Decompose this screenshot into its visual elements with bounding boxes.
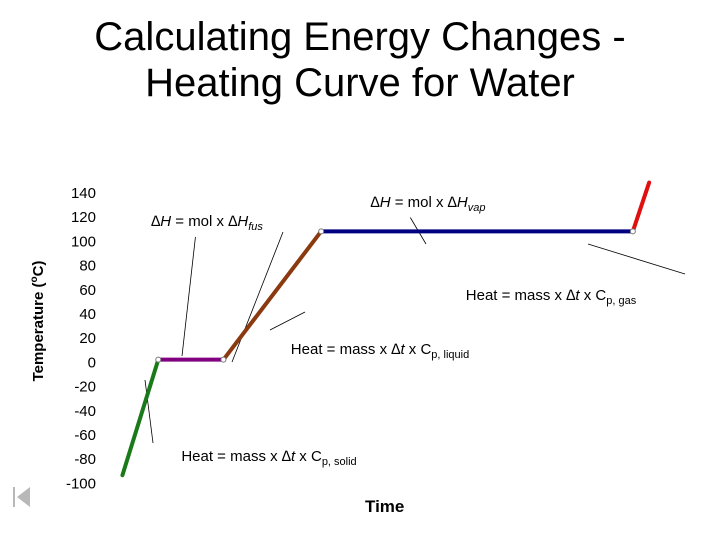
annotation-text: Heat = mass x ∆t x Cp, liquid [291,341,469,361]
annotation-leader-line [587,243,686,275]
x-axis-label: Time [365,497,405,516]
y-tick-label: -40 [74,403,96,420]
annotation-leader-line [144,379,154,444]
annotation-text: Heat = mass x ∆t x Cp, solid [181,448,356,468]
annotation-bubble [117,205,297,237]
curve-segment-gas-heating [630,180,652,234]
annotation-bubble [340,185,520,218]
y-tick-label: -20 [74,379,96,396]
y-tick-label: 0 [88,354,96,371]
title-line-2: Heating Curve for Water [145,61,575,105]
curve-segment-liquid-heating [221,229,324,362]
y-tick-label: 100 [71,233,96,250]
annotation-text: Heat = mass x ∆t x Cp, gas [466,287,637,307]
skip-to-start-icon[interactable] [8,485,34,509]
transition-point [318,228,325,235]
y-tick-label: 140 [71,185,96,202]
y-tick-label: 40 [79,306,96,323]
transition-point [220,356,227,363]
annotation-bubble [430,275,668,313]
y-tick-label: 120 [71,209,96,226]
y-axis-label: Temperature (oC) [29,260,47,382]
y-tick-label: 20 [79,330,96,347]
y-tick-label: 60 [79,282,96,299]
y-tick-label: 80 [79,258,96,275]
annotation-bubble [152,438,388,474]
title-line-1: Calculating Energy Changes - [94,15,626,59]
annotation-text: ∆H = mol x ∆Hvap [371,194,486,214]
annotation-leader-line [269,311,306,331]
annotation-bubble [255,330,503,366]
annotation-text: ∆H = mol x ∆Hfus [151,213,263,233]
transition-point [629,228,636,235]
y-tick-label: -100 [66,475,96,492]
y-tick-label: -60 [74,427,96,444]
chart-title: Calculating Energy Changes - Heating Cur… [0,14,720,106]
annotation-leader-line [181,231,197,357]
curve-segment-solid-heating [120,357,161,478]
transition-point [155,356,162,363]
y-tick-label: -80 [74,451,96,468]
